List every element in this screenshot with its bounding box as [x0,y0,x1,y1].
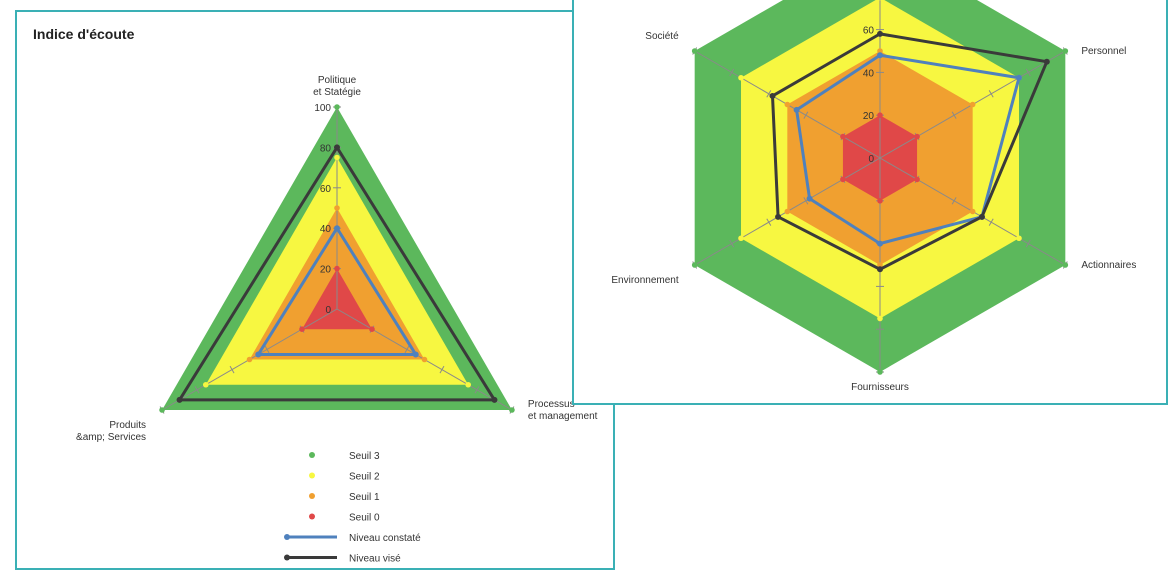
threshold-point [692,48,698,54]
radar-chart-hexagon: 0 20 40 60 Personnel Actionnaires Fournisseurs… [574,0,1168,407]
radial-tick-label: 60 [320,184,332,195]
legend-marker [309,493,315,499]
series-point [491,397,497,403]
threshold-point [334,205,340,211]
series-point [334,144,340,150]
threshold-point [877,198,883,204]
legend-marker [309,473,315,479]
series-point [1044,59,1050,65]
series-point [794,107,800,113]
radial-tick-label: 0 [868,154,874,165]
axis-label: et Statégie [313,87,361,98]
threshold-point [422,357,428,363]
axis-label: Actionnaires [1081,260,1136,271]
axis-label: &amp; Services [76,432,146,443]
radial-tick-label: 60 [863,26,875,37]
legend-marker [309,514,315,520]
threshold-point [840,134,846,140]
radial-tick-label: 20 [863,111,875,122]
legend-label: Niveau visé [349,554,401,565]
chart-panel-hexagon: 0 20 40 60 Personnel Actionnaires Fournisseurs… [572,0,1168,405]
series-point [255,351,261,357]
axis-label: Personnel [1081,46,1126,57]
series-point [807,196,813,202]
radial-tick-label: 40 [320,224,332,235]
legend-label: Seuil 0 [349,513,380,524]
threshold-point [785,102,791,108]
threshold-point [840,177,846,183]
threshold-point [1063,48,1069,54]
legend-marker [284,534,290,540]
threshold-point [738,75,744,81]
series-point [413,351,419,357]
axis-label: Processus [528,399,575,410]
axis-label: Produits [109,420,146,431]
series-point [775,214,781,220]
legend-label: Seuil 2 [349,472,380,483]
series-point [877,266,883,272]
threshold-point [1016,235,1022,241]
radial-tick-label: 100 [314,103,331,114]
series-point [177,397,183,403]
legend-label: Seuil 1 [349,492,380,503]
threshold-point [785,209,791,215]
series-point [1016,75,1022,81]
legend-label: Seuil 3 [349,451,380,462]
axis-label: Fournisseurs [851,382,909,393]
threshold-point [970,102,976,108]
threshold-point [970,209,976,215]
threshold-point [1063,262,1069,268]
threshold-point [247,357,253,363]
axis-label: Société [645,31,679,42]
threshold-point [914,134,920,140]
threshold-point [914,177,920,183]
series-point [877,31,883,37]
axis-label: et management [528,411,598,422]
threshold-point [203,382,209,388]
threshold-point [369,326,375,332]
radial-tick-label: 40 [863,68,875,79]
threshold-point [738,235,744,241]
threshold-point [334,266,340,272]
axis-label: Politique [318,75,357,86]
threshold-point [334,104,340,110]
threshold-point [877,316,883,322]
series-point [877,52,883,58]
axis-label: Environnement [611,275,678,286]
threshold-point [334,155,340,161]
series-point [334,225,340,231]
threshold-point [299,326,305,332]
series-point [877,241,883,247]
threshold-point [159,407,165,413]
threshold-point [465,382,471,388]
threshold-point [509,407,515,413]
threshold-point [692,262,698,268]
series-point [770,93,776,99]
legend-marker [309,452,315,458]
threshold-point [877,369,883,375]
radial-tick-label: 0 [325,305,331,316]
radial-tick-label: 80 [320,143,332,154]
threshold-point [877,112,883,118]
series-point [979,214,985,220]
legend-label: Niveau constaté [349,533,421,544]
radial-tick-label: 20 [320,265,332,276]
